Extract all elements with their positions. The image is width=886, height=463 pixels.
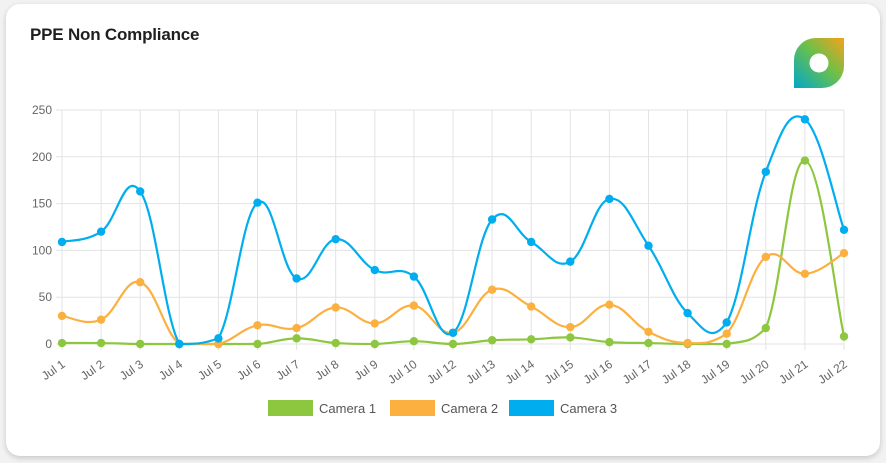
- legend-swatch[interactable]: [509, 400, 554, 416]
- x-tick-label: Jul 19: [698, 357, 733, 387]
- x-tick-label: Jul 18: [659, 357, 694, 387]
- data-point[interactable]: [839, 225, 849, 235]
- data-point[interactable]: [527, 335, 536, 344]
- data-point[interactable]: [761, 252, 770, 262]
- legend-swatch[interactable]: [390, 400, 435, 416]
- data-point[interactable]: [57, 311, 67, 321]
- data-point[interactable]: [605, 194, 614, 204]
- legend-swatch[interactable]: [268, 400, 313, 416]
- data-point[interactable]: [370, 339, 379, 349]
- data-point[interactable]: [644, 241, 653, 250]
- data-point[interactable]: [605, 300, 614, 309]
- data-point[interactable]: [409, 336, 419, 346]
- x-tick-label: Jul 22: [815, 357, 850, 387]
- y-tick-label: 250: [32, 103, 52, 117]
- data-point[interactable]: [527, 237, 536, 247]
- data-point[interactable]: [96, 315, 106, 324]
- data-point[interactable]: [527, 302, 536, 311]
- data-point[interactable]: [683, 308, 692, 318]
- data-point[interactable]: [761, 167, 770, 176]
- x-tick-label: Jul 8: [313, 357, 342, 383]
- data-point[interactable]: [487, 285, 497, 294]
- y-tick-label: 150: [32, 197, 52, 211]
- x-tick-label: Jul 4: [156, 357, 185, 383]
- data-point[interactable]: [448, 339, 458, 349]
- data-point[interactable]: [487, 336, 497, 345]
- data-point[interactable]: [370, 319, 379, 328]
- data-point[interactable]: [644, 338, 653, 348]
- y-tick-label: 100: [32, 243, 52, 257]
- data-point[interactable]: [722, 339, 731, 349]
- chart-grid: [56, 109, 845, 350]
- data-point[interactable]: [96, 338, 106, 348]
- data-point[interactable]: [761, 323, 770, 333]
- data-point[interactable]: [487, 215, 497, 224]
- x-tick-label: Jul 3: [117, 357, 146, 383]
- chart-series: [57, 115, 849, 349]
- data-point[interactable]: [722, 318, 731, 327]
- data-point[interactable]: [136, 187, 145, 196]
- chart-legend: Camera 1 Camera 2 Camera 3: [268, 400, 617, 416]
- y-tick-label: 200: [32, 150, 52, 164]
- x-tick-label: Jul 13: [464, 357, 499, 387]
- data-point[interactable]: [331, 234, 340, 244]
- data-point[interactable]: [800, 156, 810, 165]
- data-point[interactable]: [292, 274, 301, 283]
- data-point[interactable]: [57, 237, 67, 247]
- data-point[interactable]: [331, 303, 340, 312]
- legend-label[interactable]: Camera 1: [319, 401, 376, 416]
- y-axis: 0 50 100 150 200 250: [32, 103, 52, 351]
- x-axis: Jul 1 Jul 2 Jul 3 Jul 4 Jul 5 Jul 6 Jul 7 Jul 8…: [39, 357, 850, 387]
- data-point[interactable]: [800, 115, 810, 124]
- x-tick-label: Jul 5: [195, 357, 224, 383]
- data-point[interactable]: [683, 338, 692, 348]
- x-tick-label: Jul 12: [424, 357, 459, 387]
- data-point[interactable]: [214, 334, 223, 343]
- x-tick-label: Jul 20: [737, 357, 772, 387]
- data-point[interactable]: [136, 339, 145, 349]
- x-tick-label: Jul 15: [542, 357, 577, 387]
- x-tick-label: Jul 7: [274, 357, 303, 383]
- data-point[interactable]: [800, 269, 810, 278]
- data-point[interactable]: [566, 333, 575, 342]
- legend-label[interactable]: Camera 3: [560, 401, 617, 416]
- data-point[interactable]: [409, 272, 419, 281]
- x-tick-label: Jul 10: [385, 357, 420, 387]
- data-point[interactable]: [253, 198, 262, 207]
- data-point[interactable]: [292, 334, 301, 343]
- brand-logo-icon: [794, 38, 844, 88]
- y-tick-label: 0: [45, 337, 52, 351]
- data-point[interactable]: [566, 322, 575, 332]
- x-tick-label: Jul 14: [503, 357, 538, 387]
- chart-card: PPE Non Compliance 0 50 100 150 200 250 Jul 1…: [6, 4, 880, 456]
- data-point[interactable]: [175, 339, 184, 349]
- x-tick-label: Jul 16: [581, 357, 616, 387]
- data-point[interactable]: [136, 278, 145, 287]
- legend-label[interactable]: Camera 2: [441, 401, 498, 416]
- data-point[interactable]: [292, 323, 301, 333]
- chart-title: PPE Non Compliance: [30, 25, 200, 44]
- x-tick-label: Jul 17: [620, 357, 655, 387]
- data-point[interactable]: [253, 321, 262, 330]
- x-tick-label: Jul 21: [776, 357, 811, 387]
- data-point[interactable]: [96, 227, 106, 236]
- x-tick-label: Jul 1: [39, 357, 68, 383]
- x-tick-label: Jul 9: [352, 357, 381, 383]
- x-tick-label: Jul 6: [234, 357, 263, 383]
- data-point[interactable]: [409, 301, 419, 310]
- data-point[interactable]: [722, 329, 731, 338]
- data-point[interactable]: [839, 332, 849, 341]
- data-point[interactable]: [448, 328, 458, 337]
- data-point[interactable]: [253, 339, 262, 349]
- y-tick-label: 50: [39, 290, 53, 304]
- data-point[interactable]: [370, 265, 379, 275]
- data-point[interactable]: [566, 257, 575, 266]
- data-point[interactable]: [605, 337, 614, 347]
- data-point[interactable]: [644, 327, 653, 337]
- data-point[interactable]: [331, 338, 340, 348]
- data-point[interactable]: [57, 338, 67, 348]
- data-point[interactable]: [839, 249, 849, 258]
- x-tick-label: Jul 2: [78, 357, 107, 383]
